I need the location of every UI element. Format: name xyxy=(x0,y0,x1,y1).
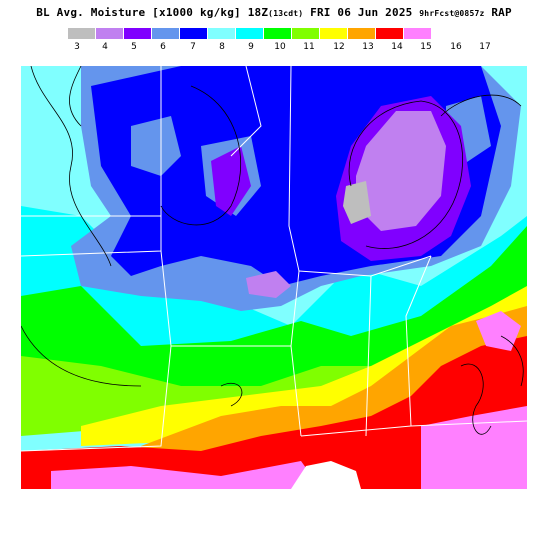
color-legend xyxy=(68,28,432,39)
state-boundaries xyxy=(21,66,527,452)
title-date: FRI 06 Jun 2025 xyxy=(303,6,420,19)
legend-swatch-7 xyxy=(264,28,291,39)
map-canvas xyxy=(21,66,527,489)
field-pink-southeast xyxy=(421,406,527,489)
legend-swatch-4 xyxy=(180,28,207,39)
legend-swatch-10 xyxy=(348,28,375,39)
legend-swatch-0 xyxy=(68,28,95,39)
field-pink-south xyxy=(51,461,321,489)
legend-label-5: 8 xyxy=(219,42,225,52)
legend-label-13: 16 xyxy=(450,42,462,52)
legend-label-3: 6 xyxy=(160,42,166,52)
legend-label-11: 14 xyxy=(391,42,403,52)
field-red-band xyxy=(21,336,527,489)
legend-swatch-6 xyxy=(236,28,263,39)
legend-swatch-5 xyxy=(208,28,235,39)
legend-swatch-11 xyxy=(376,28,403,39)
legend-swatch-9 xyxy=(320,28,347,39)
legend-label-8: 11 xyxy=(303,42,315,52)
field-white-gap xyxy=(291,461,361,489)
legend-swatch-12 xyxy=(404,28,431,39)
legend-label-4: 7 xyxy=(190,42,196,52)
field-pink-east xyxy=(476,311,521,351)
field-lavender-core xyxy=(356,111,446,231)
legend-labels: 3 4 5 6 7 8 9 10 11 12 13 14 15 16 17 xyxy=(0,42,548,56)
legend-label-9: 12 xyxy=(333,42,345,52)
title-main: BL Avg. Moisture [x1000 kg/kg] 18Z xyxy=(36,6,269,19)
legend-label-2: 5 xyxy=(131,42,137,52)
legend-swatch-8 xyxy=(292,28,319,39)
field-lavender-small xyxy=(246,271,291,298)
title-model: RAP xyxy=(484,6,512,19)
legend-label-6: 9 xyxy=(248,42,254,52)
contour-lines xyxy=(21,66,524,435)
field-gap-1 xyxy=(131,116,181,176)
legend-swatch-3 xyxy=(152,28,179,39)
legend-swatch-1 xyxy=(96,28,123,39)
moisture-map xyxy=(21,66,527,489)
legend-label-10: 13 xyxy=(362,42,374,52)
field-gray-core xyxy=(343,181,371,224)
legend-swatch-2 xyxy=(124,28,151,39)
legend-label-12: 15 xyxy=(420,42,432,52)
legend-label-7: 10 xyxy=(274,42,286,52)
legend-label-0: 3 xyxy=(74,42,80,52)
title-local-time: (13cdt) xyxy=(268,9,304,18)
map-title: BL Avg. Moisture [x1000 kg/kg] 18Z(13cdt… xyxy=(0,6,548,19)
title-forecast: 9hrFcst@0857z xyxy=(419,9,485,18)
legend-label-14: 17 xyxy=(479,42,491,52)
legend-label-1: 4 xyxy=(102,42,108,52)
